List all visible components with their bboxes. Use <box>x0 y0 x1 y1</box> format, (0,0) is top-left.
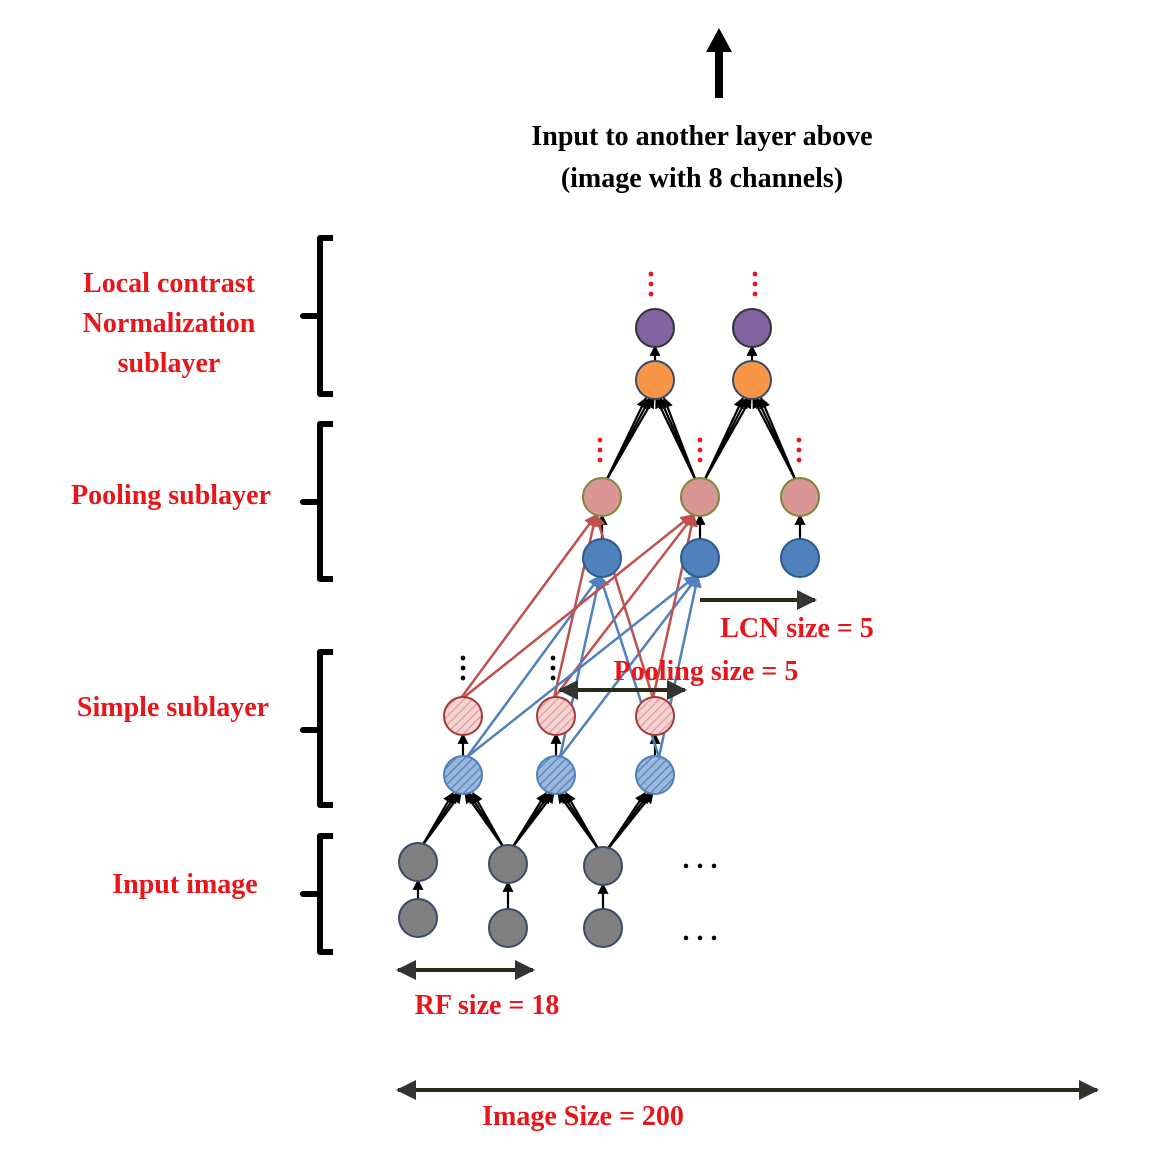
input-to-simple-edge <box>472 792 505 849</box>
input-node <box>583 908 623 948</box>
bracket-simple <box>300 649 333 808</box>
pool-vertical-ellipsis <box>796 437 802 443</box>
pool-vertical-ellipsis <box>697 447 703 453</box>
input-node <box>583 846 623 886</box>
lcn-vertical-ellipsis <box>752 271 758 277</box>
input-to-simple-edge <box>606 792 654 851</box>
lcn-vertical-ellipsis <box>648 291 654 297</box>
lcn-vertical-ellipsis <box>752 281 758 287</box>
pool-to-lcn-edge <box>605 397 655 482</box>
input-to-simple-edge <box>511 792 555 849</box>
pool-vertical-ellipsis <box>697 437 703 443</box>
pool-blue-node <box>780 538 820 578</box>
pool-to-lcn-edge <box>662 396 698 482</box>
simple-vertical-ellipsis <box>550 665 556 671</box>
vertical-ellipses <box>460 271 802 681</box>
simple-vertical-ellipsis <box>550 655 556 661</box>
bracket-input <box>300 833 333 955</box>
pool-to-lcn-edge <box>759 396 798 482</box>
pool-vertical-ellipsis <box>597 437 603 443</box>
pool-vertical-ellipsis <box>796 447 802 453</box>
rf-size-label: RF size = 18 <box>415 990 560 1021</box>
input-label: Input image <box>112 869 257 900</box>
lcn-label-line3: sublayer <box>118 348 221 379</box>
lcn-size-label: LCN size = 5 <box>720 613 874 644</box>
simple-pink-node <box>536 696 576 736</box>
input-node <box>398 842 438 882</box>
simple-blue-node <box>443 755 483 795</box>
simple-pink-node <box>443 696 483 736</box>
input-ellipsis-bottom: . . . <box>683 916 718 947</box>
top-up-arrow <box>706 28 732 98</box>
lcn-purple-node <box>635 308 675 348</box>
bracket-pooling <box>300 421 333 582</box>
lcn-orange-node <box>732 360 772 400</box>
pool-blue-node <box>582 538 622 578</box>
top-caption-line2: (image with 8 channels) <box>561 163 843 194</box>
lcn-orange-node <box>635 360 675 400</box>
input-node <box>488 844 528 884</box>
pool-vertical-ellipsis <box>597 457 603 463</box>
lcn-label-line2: Normalization <box>83 308 256 339</box>
simple-vertical-ellipsis <box>460 665 466 671</box>
simple-blue-node <box>635 755 675 795</box>
pooling-size-label: Pooling size = 5 <box>614 656 799 687</box>
simple-label: Simple sublayer <box>77 692 269 723</box>
input-node <box>398 898 438 938</box>
lcn-purple-node <box>732 308 772 348</box>
lcn-vertical-ellipsis <box>648 271 654 277</box>
simple-to-pool-red-edge <box>459 513 598 699</box>
input-to-simple-edge <box>421 792 462 847</box>
simple-pink-node <box>635 696 675 736</box>
pooling-label: Pooling sublayer <box>71 480 271 511</box>
pool-vertical-ellipsis <box>796 457 802 463</box>
pool-blue-node <box>680 538 720 578</box>
pool-pink-node <box>680 477 720 517</box>
lcn-vertical-ellipsis <box>648 281 654 287</box>
bracket-lcn <box>300 235 333 397</box>
pool-vertical-ellipsis <box>597 447 603 453</box>
input-to-simple-edge <box>565 792 600 851</box>
simple-vertical-ellipsis <box>460 655 466 661</box>
simple-vertical-ellipsis <box>550 675 556 681</box>
input-ellipsis-top: . . . <box>683 844 718 875</box>
lcn-label-line1: Local contrast <box>83 268 256 299</box>
image-size-label: Image Size = 200 <box>482 1101 684 1132</box>
nodes <box>398 308 820 948</box>
pool-pink-node <box>780 477 820 517</box>
pool-pink-node <box>582 477 622 517</box>
simple-to-pool-blue-edge <box>466 575 697 758</box>
lcn-vertical-ellipsis <box>752 291 758 297</box>
pool-vertical-ellipsis <box>697 457 703 463</box>
simple-to-pool-red-edge <box>462 514 693 699</box>
simple-vertical-ellipsis <box>460 675 466 681</box>
input-node <box>488 908 528 948</box>
simple-blue-node <box>536 755 576 795</box>
pool-to-lcn-edge <box>703 397 752 482</box>
top-caption-line1: Input to another layer above <box>531 121 872 152</box>
